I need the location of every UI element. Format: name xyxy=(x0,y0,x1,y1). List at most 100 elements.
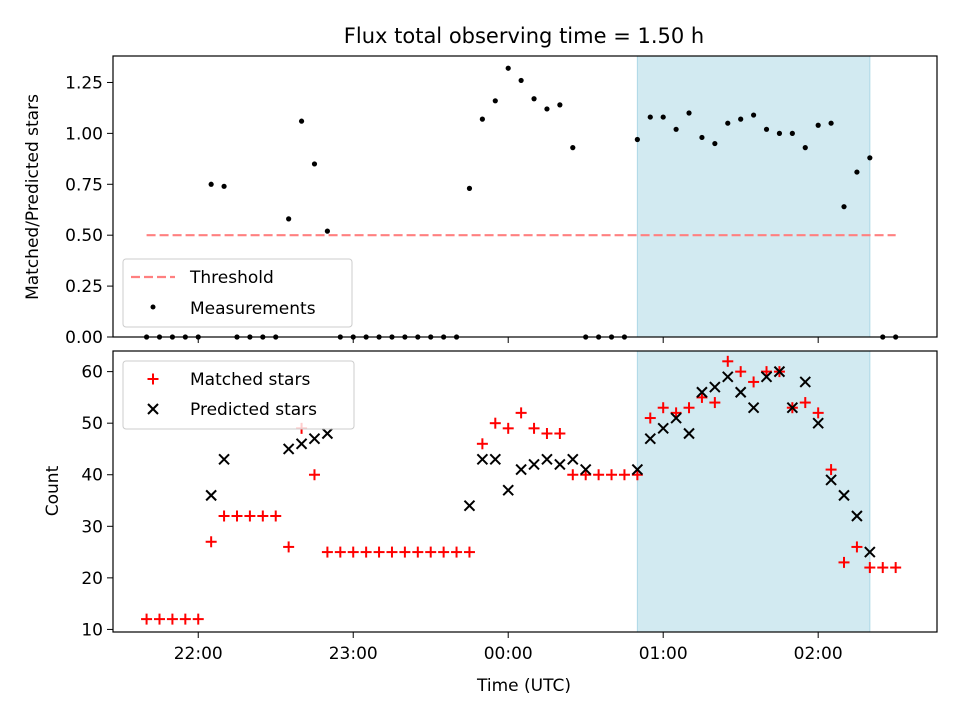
matched-point xyxy=(567,469,579,481)
legend-matched-swatch xyxy=(147,373,159,385)
measurement-point xyxy=(221,183,227,189)
predicted-point xyxy=(709,381,721,393)
cross-stroke-b xyxy=(670,412,682,424)
matched-point xyxy=(618,469,630,481)
measurement-point xyxy=(867,155,873,161)
measurement-point xyxy=(311,161,318,167)
predicted-point xyxy=(489,453,502,465)
count-panel: 10 20 30 40 50 60 22:00 23:00 00:00 01:00 02:00 C… xyxy=(43,350,938,696)
cross-stroke-b xyxy=(541,453,553,465)
matched-point xyxy=(166,613,178,625)
cross-stroke-b xyxy=(825,474,837,486)
measurement-point xyxy=(531,96,537,102)
matched-point xyxy=(360,546,372,558)
predicted-point xyxy=(747,402,760,414)
cross-stroke-b xyxy=(760,371,773,383)
cross-stroke-b xyxy=(851,510,863,522)
x-axis-label: Time (UTC) xyxy=(476,676,571,696)
measurement-point xyxy=(557,102,563,108)
predicted-point xyxy=(760,371,773,383)
matched-point xyxy=(864,562,876,574)
cross-stroke-b xyxy=(657,422,669,435)
measurement-point xyxy=(570,145,576,151)
measurement-point xyxy=(298,118,305,124)
x-tick-label: 00:00 xyxy=(484,644,533,664)
measurement-point xyxy=(828,120,834,126)
matched-point xyxy=(283,541,295,553)
matched-point xyxy=(205,536,217,548)
y-tick-label: 50 xyxy=(81,414,103,434)
ratio-y-ticks: 0.00 0.25 0.50 0.75 1.00 1.25 xyxy=(65,73,113,348)
cross-stroke-b xyxy=(515,463,527,476)
predicted-point xyxy=(683,427,695,440)
predicted-point xyxy=(541,453,553,465)
ratio-x-ticks xyxy=(197,337,819,343)
y-tick-label: 30 xyxy=(81,517,103,537)
predicted-point xyxy=(670,412,682,424)
predicted-point xyxy=(502,484,514,496)
legend-threshold-label: Threshold xyxy=(189,268,274,288)
predicted-point xyxy=(851,510,863,522)
cross-stroke-b xyxy=(295,438,308,450)
cross-stroke-b xyxy=(308,432,321,445)
measurement-point xyxy=(286,216,292,222)
predicted-point xyxy=(295,438,308,450)
matched-point xyxy=(257,510,269,522)
predicted-point xyxy=(786,402,799,414)
matched-point xyxy=(683,402,695,414)
predicted-point xyxy=(528,458,540,471)
matched-point xyxy=(463,546,475,558)
matched-point xyxy=(799,397,811,409)
measurement-point xyxy=(505,65,511,71)
y-tick-label: 0.75 xyxy=(65,175,103,195)
cross-stroke-b xyxy=(644,432,656,445)
measurement-point xyxy=(763,126,770,132)
matched-point xyxy=(528,422,540,434)
matched-point xyxy=(554,427,566,439)
cross-stroke-b xyxy=(696,386,708,398)
measurement-point xyxy=(208,181,214,187)
measurement-point xyxy=(725,120,731,126)
matched-point xyxy=(515,407,527,419)
matched-point xyxy=(334,546,346,558)
measurement-point xyxy=(802,145,808,151)
matched-point xyxy=(670,407,682,419)
measurement-point xyxy=(634,136,640,143)
matched-point xyxy=(541,427,553,439)
predicted-point xyxy=(567,453,579,465)
matched-point xyxy=(373,546,385,558)
ratio-legend-box xyxy=(122,258,353,328)
matched-point xyxy=(231,510,243,522)
measurement-point xyxy=(479,116,485,122)
matched-point xyxy=(244,510,256,522)
matched-point xyxy=(709,397,721,409)
measurement-point xyxy=(673,126,679,132)
legend-predicted-swatch xyxy=(147,403,159,415)
matched-point xyxy=(270,510,282,522)
predicted-point xyxy=(321,427,334,440)
measurement-point xyxy=(854,169,860,175)
y-tick-label: 0.00 xyxy=(65,328,103,348)
cross-stroke-b xyxy=(838,489,850,502)
count-y-axis-label: Count xyxy=(43,465,63,516)
predicted-point xyxy=(838,489,850,502)
matched-point xyxy=(631,469,643,481)
predicted-point xyxy=(657,422,669,435)
matched-point xyxy=(438,546,450,558)
y-tick-label: 0.25 xyxy=(65,277,103,297)
cross-stroke-b xyxy=(147,403,159,415)
measurement-point xyxy=(789,130,795,136)
cross-stroke-b xyxy=(282,443,295,455)
ratio-plot-frame xyxy=(112,55,938,338)
matched-point xyxy=(192,613,204,625)
matched-point xyxy=(838,556,850,568)
measurement-point xyxy=(686,110,692,116)
measurement-point xyxy=(699,134,705,141)
predicted-point xyxy=(218,453,230,465)
legend-predicted-label: Predicted stars xyxy=(190,400,317,420)
measurement-point xyxy=(751,112,757,118)
cross-stroke-b xyxy=(786,402,799,414)
predicted-point xyxy=(864,546,876,558)
matched-point xyxy=(825,464,837,476)
